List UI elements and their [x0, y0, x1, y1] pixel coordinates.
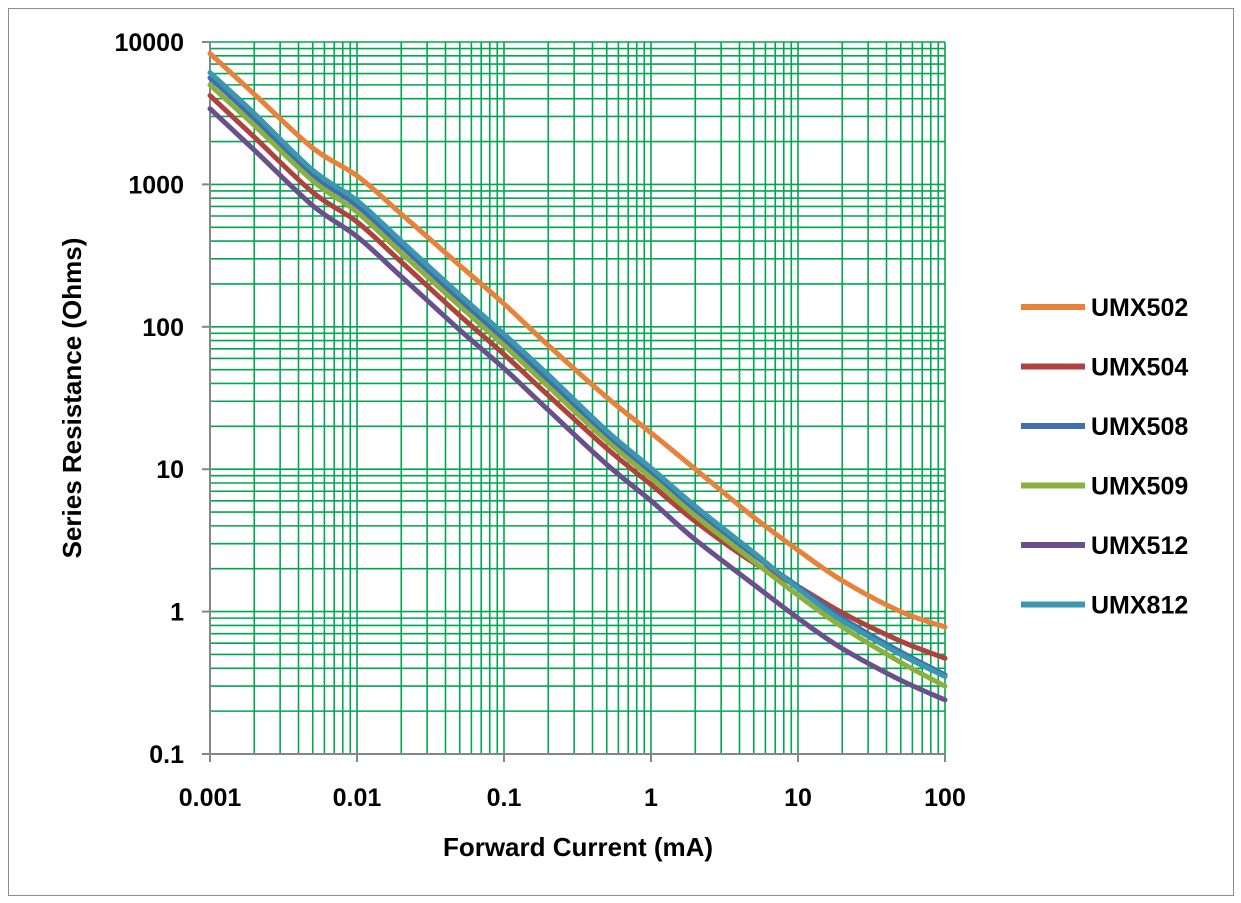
legend: UMX502 UMX504 UMX508 UMX509 UMX512 UMX812 [1021, 294, 1188, 620]
x-axis-title: Forward Current (mA) [443, 832, 713, 862]
legend-label-umx508: UMX508 [1091, 413, 1188, 441]
legend-label-umx504: UMX504 [1091, 354, 1188, 382]
series-lines [207, 51, 948, 703]
x-tick-label: 100 [924, 784, 966, 812]
legend-label-umx512: UMX512 [1091, 532, 1188, 560]
y-tick-label: 10000 [114, 29, 184, 57]
y-axis-title: Series Resistance (Ohms) [57, 238, 87, 559]
y-tick-label: 1000 [128, 171, 184, 199]
legend-label-umx502: UMX502 [1091, 294, 1188, 322]
legend-label-umx812: UMX812 [1091, 592, 1188, 620]
x-tick-labels: 0.001 0.01 0.1 1 10 100 [179, 784, 966, 812]
x-tick-label: 10 [784, 784, 812, 812]
series-line-umx512 [207, 106, 948, 703]
y-tick-label: 1 [170, 599, 184, 627]
series-line-umx812 [207, 70, 948, 679]
y-tick-labels: 0.1 1 10 100 1000 10000 [114, 29, 184, 769]
series-line-umx509 [207, 82, 948, 689]
legend-label-umx509: UMX509 [1091, 473, 1188, 501]
grid [210, 41, 946, 754]
y-tick-label: 100 [142, 314, 184, 342]
x-tick-label: 0.001 [179, 784, 242, 812]
series-line-umx508 [207, 75, 948, 678]
x-tick-label: 0.1 [487, 784, 522, 812]
y-tick-label: 10 [156, 456, 184, 484]
x-tick-label: 1 [644, 784, 658, 812]
y-tick-label: 0.1 [149, 741, 184, 769]
series-line-umx502 [207, 51, 948, 630]
axes [202, 41, 946, 762]
x-tick-label: 0.01 [333, 784, 382, 812]
